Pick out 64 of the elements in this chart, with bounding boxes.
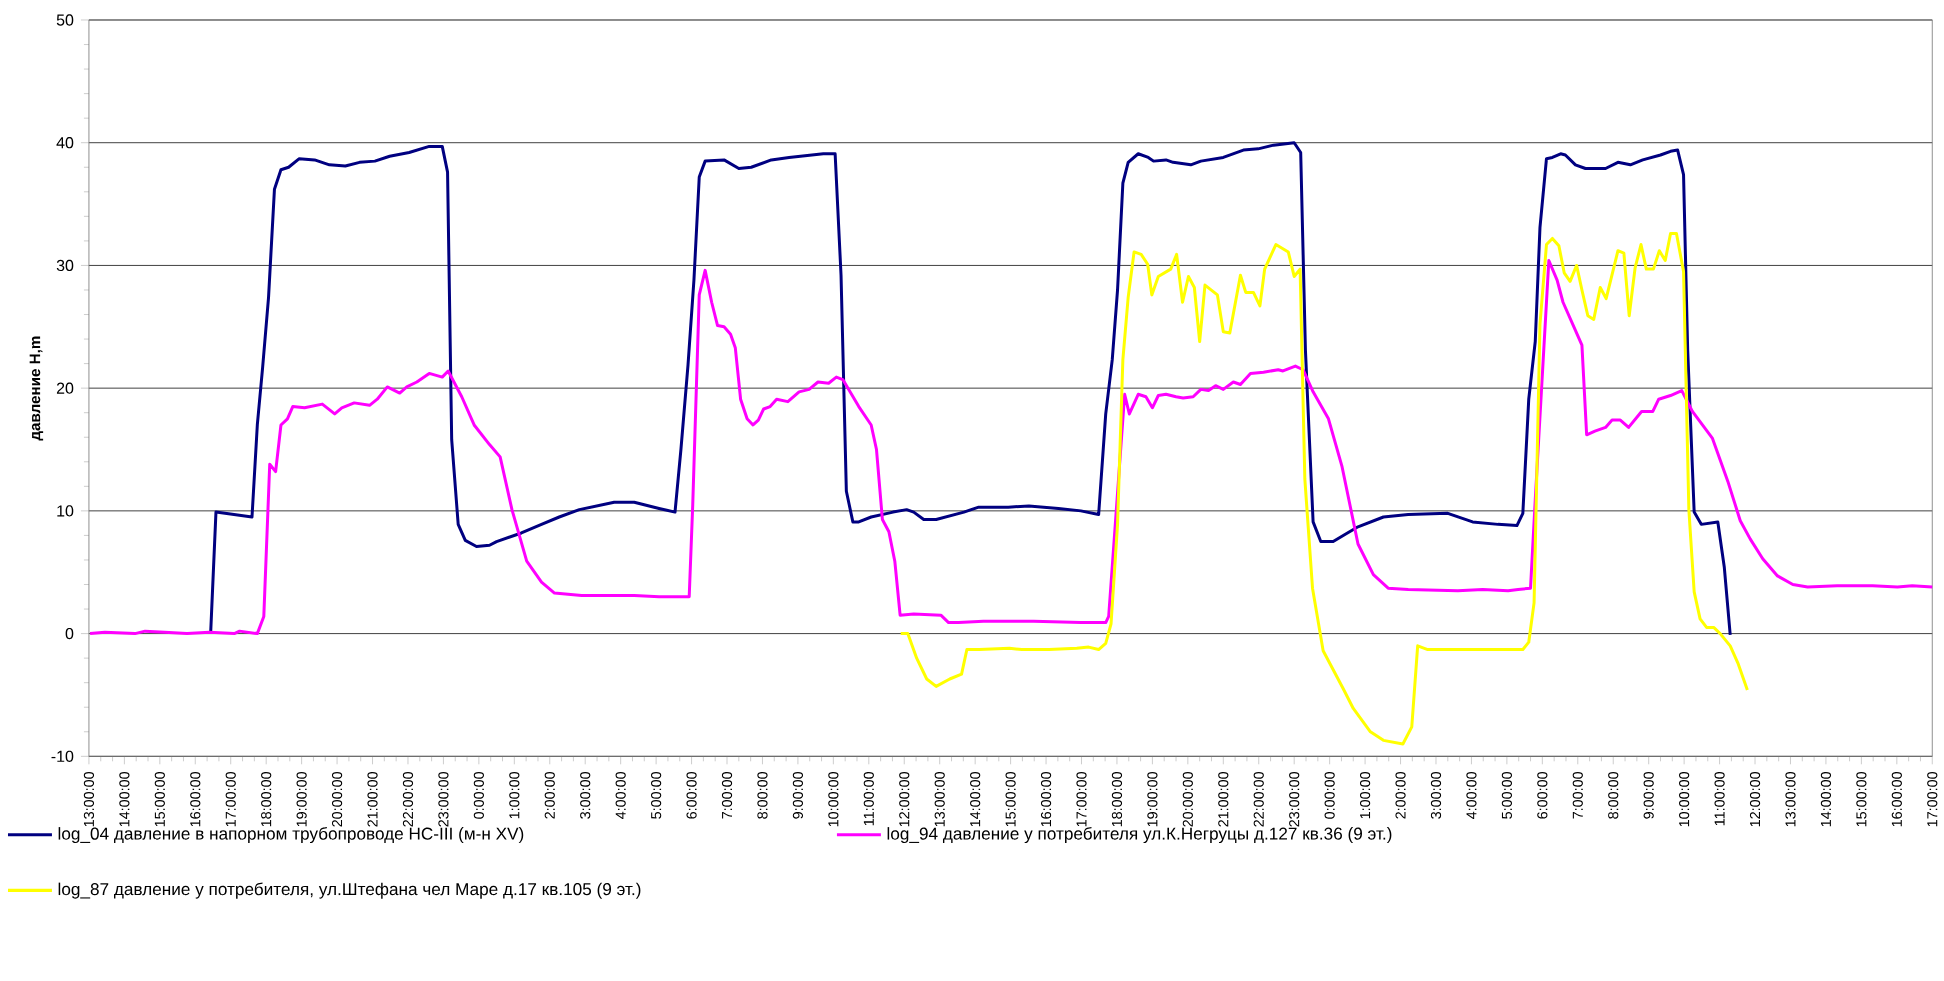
x-tick-label: 2:00:00 <box>544 771 555 819</box>
x-tick-label: 14:00:00 <box>119 771 130 827</box>
x-tick-label: 5:00:00 <box>651 771 662 819</box>
x-tick-label: 16:00:00 <box>1891 771 1902 827</box>
x-tick-label: 13:00:00 <box>1785 771 1796 827</box>
x-tick-label: 3:00:00 <box>580 771 591 819</box>
x-tick-label: 22:00:00 <box>1253 771 1264 827</box>
x-tick-label: 20:00:00 <box>331 771 343 827</box>
x-tick-label: 23:00:00 <box>1289 771 1300 827</box>
x-tick-label: 15:00:00 <box>1005 771 1016 827</box>
x-tick-label: 16:00:00 <box>190 771 201 827</box>
y-tick-label: 30 <box>56 259 74 272</box>
legend-label: log_04 давление в напорном трубопроводе НС-III (м-н XV) <box>58 826 524 844</box>
y-tick-label: 10 <box>57 505 74 517</box>
x-tick-label: 0:00:00 <box>1324 771 1335 819</box>
x-tick-label: 4:00:00 <box>1466 771 1477 819</box>
y-tick-label: 20 <box>56 382 74 394</box>
x-tick-label: 0:00:00 <box>473 771 484 819</box>
y-tick-label: 0 <box>65 627 74 640</box>
x-tick-label: 4:00:00 <box>615 771 626 819</box>
x-tick-label: 17:00:00 <box>1076 771 1087 827</box>
x-tick-label: 6:00:00 <box>1537 771 1548 819</box>
x-tick-label: 7:00:00 <box>721 771 733 819</box>
x-tick-label: 9:00:00 <box>1643 771 1654 819</box>
x-tick-label: 13:00:00 <box>83 771 95 827</box>
x-tick-label: 22:00:00 <box>402 771 414 827</box>
x-tick-label: 23:00:00 <box>438 771 449 827</box>
x-tick-label: 12:00:00 <box>1749 771 1761 827</box>
x-tick-label: 17:00:00 <box>1927 771 1938 827</box>
x-tick-label: 21:00:00 <box>367 771 378 827</box>
x-tick-label: 17:00:00 <box>225 771 236 827</box>
x-tick-label: 11:00:00 <box>1714 771 1725 826</box>
x-tick-label: 8:00:00 <box>757 771 768 819</box>
x-tick-label: 15:00:00 <box>154 771 165 827</box>
x-tick-label: 14:00:00 <box>970 771 981 827</box>
x-tick-label: 15:00:00 <box>1856 771 1867 827</box>
x-tick-label: 19:00:00 <box>296 771 307 827</box>
x-tick-label: 1:00:00 <box>509 771 520 819</box>
x-tick-label: 7:00:00 <box>1572 771 1583 819</box>
x-tick-label: 9:00:00 <box>792 771 804 819</box>
legend-label: log_87 давление у потребителя, ул.Штефана чел Маре д.17 кв.105 (9 эт.) <box>58 882 641 899</box>
x-tick-label: 18:00:00 <box>1111 771 1123 827</box>
y-tick-label: 40 <box>56 136 74 149</box>
legend-label: log_94 давление у потребителя ул.К.Негруцы д.127 кв.36 (9 эт.) <box>887 826 1392 844</box>
x-tick-label: 12:00:00 <box>899 771 910 827</box>
x-tick-label: 10:00:00 <box>1679 771 1690 827</box>
x-tick-label: 11:00:00 <box>863 771 874 826</box>
x-tick-label: 20:00:00 <box>1182 771 1193 827</box>
x-tick-label: 19:00:00 <box>1147 771 1158 827</box>
x-tick-label: 2:00:00 <box>1395 771 1406 819</box>
x-tick-label: 8:00:00 <box>1608 771 1619 819</box>
x-tick-label: 6:00:00 <box>686 771 697 819</box>
x-tick-label: 1:00:00 <box>1359 771 1371 819</box>
x-tick-label: 13:00:00 <box>934 771 945 827</box>
x-tick-label: 10:00:00 <box>828 771 839 827</box>
x-tick-label: 3:00:00 <box>1430 771 1442 819</box>
x-tick-label: 21:00:00 <box>1218 771 1229 827</box>
x-tick-label: 14:00:00 <box>1820 771 1832 827</box>
y-axis-title: давление H,m <box>29 336 44 441</box>
x-tick-label: 18:00:00 <box>261 771 272 827</box>
x-tick-label: 5:00:00 <box>1501 771 1512 819</box>
y-tick-label: -10 <box>51 750 74 762</box>
y-tick-label: 50 <box>56 14 74 26</box>
x-tick-label: 16:00:00 <box>1040 771 1052 827</box>
